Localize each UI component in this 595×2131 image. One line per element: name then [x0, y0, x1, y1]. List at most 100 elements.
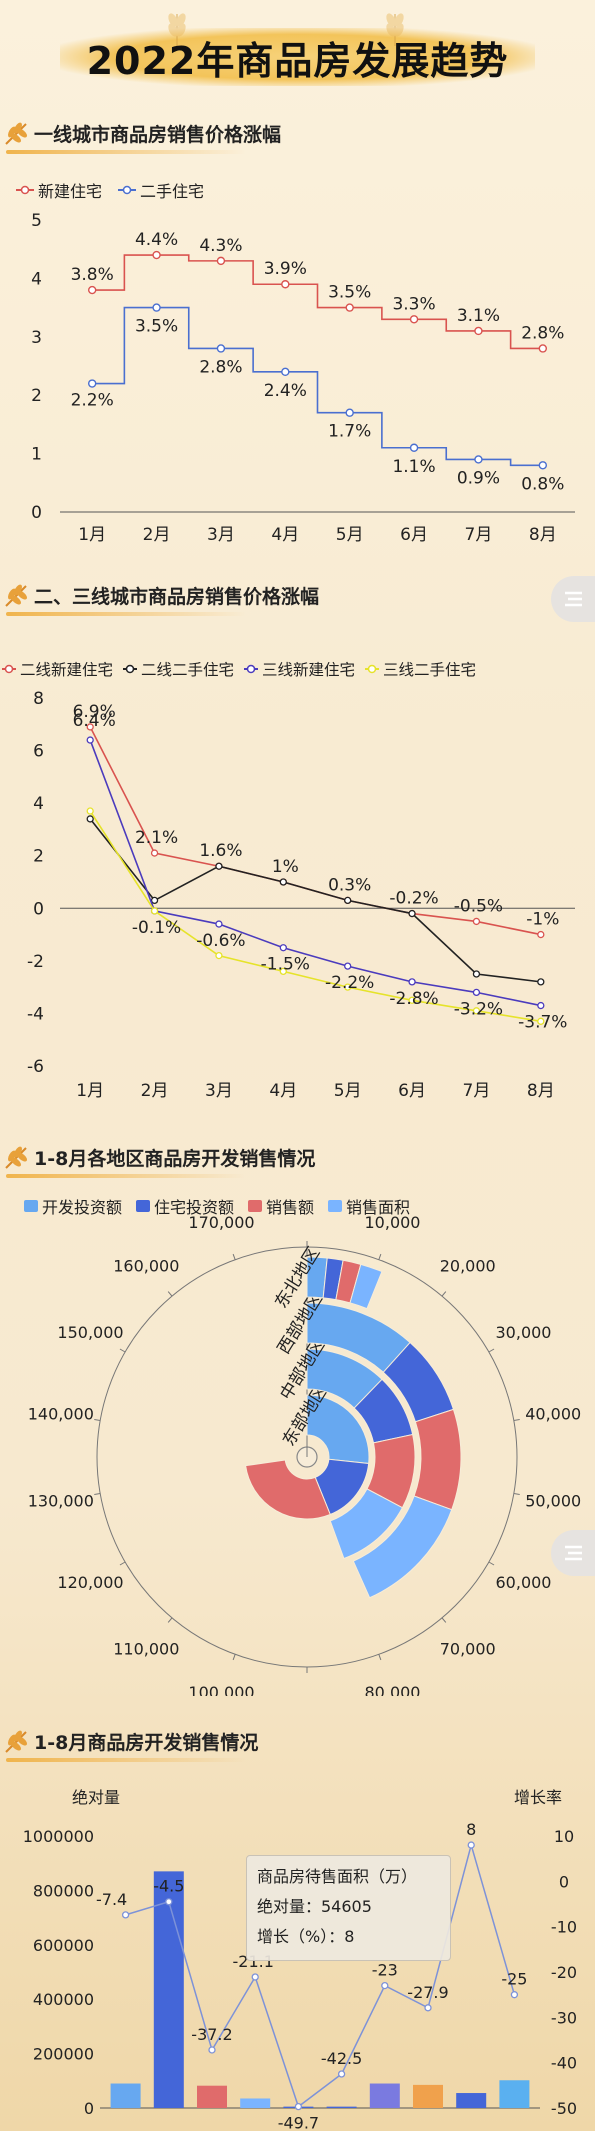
data-point	[150, 907, 159, 915]
menu-tab[interactable]	[551, 1530, 595, 1576]
x-tick-label: 4月	[269, 1081, 297, 1100]
legend-item[interactable]: 销售面积	[328, 1194, 410, 1218]
angle-tick	[119, 1561, 126, 1566]
legend-item[interactable]: 二手住宅	[118, 178, 204, 202]
data-point	[279, 967, 287, 976]
wheat-icon	[168, 13, 186, 46]
legend-item[interactable]: 住宅投资额	[136, 1194, 234, 1218]
bar	[413, 2084, 443, 2108]
data-point	[216, 256, 226, 266]
chart1-legend: 新建住宅 二手住宅	[16, 178, 204, 202]
title-banner	[60, 28, 535, 86]
wheat-icon	[5, 122, 27, 145]
angle-tick-label: 60,000	[496, 1573, 552, 1592]
section-title-3: 1-8月各地区商品房开发销售情况	[0, 1142, 315, 1172]
data-label: 3.5%	[328, 283, 371, 303]
data-label: 1.6%	[199, 841, 242, 861]
data-label: 2.1%	[135, 828, 178, 848]
data-label: 3.9%	[264, 259, 307, 279]
legend-item[interactable]: 三线新建住宅	[244, 658, 355, 680]
data-point	[215, 862, 223, 870]
legend-line-icon	[2, 664, 16, 674]
chart3-regional-polar: 0 10,000 20,000 30,000 40,000 50,000 60,000 70,…	[28, 1216, 581, 1696]
chart2-legend: 二线新建住宅 二线二手住宅 三线新建住宅 三线二手住宅	[2, 658, 476, 680]
data-point	[215, 951, 223, 960]
y-tick-label: 200000	[33, 2045, 94, 2064]
legend-item[interactable]: 三线二手住宅	[365, 658, 476, 680]
chart3-legend: 开发投资额 住宅投资额 销售额 销售面积	[24, 1194, 410, 1218]
angle-tick	[441, 1291, 447, 1297]
x-tick-label: 3月	[205, 1081, 233, 1100]
menu-tab[interactable]	[551, 576, 595, 622]
angle-tick-label: 20,000	[440, 1256, 496, 1275]
data-point	[409, 315, 419, 324]
angle-tick-label: 120,000	[57, 1573, 123, 1592]
growth-point	[381, 1981, 389, 1990]
y-tick-label: 6	[33, 742, 44, 762]
growth-point	[165, 1898, 173, 1906]
bar	[110, 2083, 141, 2108]
y-tick-label: 1000000	[23, 1827, 94, 1846]
wheat-icon	[386, 13, 404, 46]
angle-tick	[94, 1418, 101, 1422]
x-tick-label: 7月	[465, 525, 493, 545]
data-point	[344, 962, 352, 970]
data-label: -0.6%	[196, 931, 245, 951]
y-tick-label: 800000	[33, 1881, 94, 1900]
legend-item[interactable]: 二线新建住宅	[2, 658, 113, 680]
x-tick-label: 2月	[143, 525, 171, 545]
angle-tick-label: 100,000	[188, 1683, 254, 1696]
legend-swatch	[328, 1200, 343, 1212]
y-tick-label: -4	[27, 1004, 44, 1024]
data-label: 0.8%	[521, 474, 564, 494]
data-label: -2.8%	[389, 989, 438, 1009]
data-label: -2.2%	[325, 973, 374, 993]
legend-item[interactable]: 二线二手住宅	[123, 658, 234, 680]
bar	[326, 2106, 357, 2108]
legend-item[interactable]: 销售额	[248, 1194, 314, 1218]
data-label: -3.2%	[454, 999, 503, 1019]
bar	[456, 2093, 487, 2108]
y2-tick-label: 10	[554, 1827, 574, 1846]
data-label: 6.4%	[73, 711, 116, 731]
data-point	[538, 344, 548, 353]
data-point	[538, 461, 548, 470]
y-tick-label: 5	[31, 211, 42, 231]
x-tick-label: 6月	[398, 1081, 426, 1100]
growth-label: -25	[501, 1970, 527, 1989]
angle-tick	[119, 1348, 126, 1353]
data-point	[279, 878, 287, 886]
section-title-1: 一线城市商品房销售价格涨幅	[0, 118, 281, 148]
y-tick-label: 1	[31, 445, 42, 465]
y-tick-label: 4	[33, 794, 44, 814]
data-label: 2.8%	[521, 323, 564, 343]
data-point	[215, 920, 223, 928]
growth-label: -23	[372, 1961, 398, 1980]
data-point	[216, 344, 226, 353]
y2-tick-label: 0	[559, 1872, 569, 1891]
legend-line-icon	[365, 664, 380, 674]
x-tick-label: 5月	[336, 525, 364, 545]
y-axis-title: 绝对量	[72, 1788, 121, 1807]
page-title: 2022年商品房发展趋势	[86, 39, 509, 83]
growth-point	[467, 1841, 475, 1849]
tooltip-title: 商品房待售面积（万）	[257, 1867, 418, 1886]
angle-tick	[167, 1291, 173, 1297]
y-tick-label: 4	[31, 269, 42, 289]
data-point	[345, 303, 354, 312]
y2-tick-label: -10	[551, 1918, 577, 1937]
legend-item[interactable]: 开发投资额	[24, 1194, 122, 1218]
y-tick-label: 0	[84, 2099, 94, 2118]
data-point	[537, 1001, 545, 1010]
data-label: 3.8%	[71, 265, 114, 285]
x-tick-label: 6月	[400, 525, 428, 545]
data-point	[344, 983, 352, 991]
angle-tick	[167, 1617, 173, 1623]
legend-item[interactable]: 新建住宅	[16, 178, 102, 202]
data-point	[409, 443, 419, 452]
y-tick-label: 3	[31, 328, 42, 348]
x-tick-label: 7月	[463, 1081, 491, 1100]
data-point	[86, 815, 94, 823]
angle-tick	[232, 1654, 236, 1661]
data-point	[537, 1017, 545, 1025]
